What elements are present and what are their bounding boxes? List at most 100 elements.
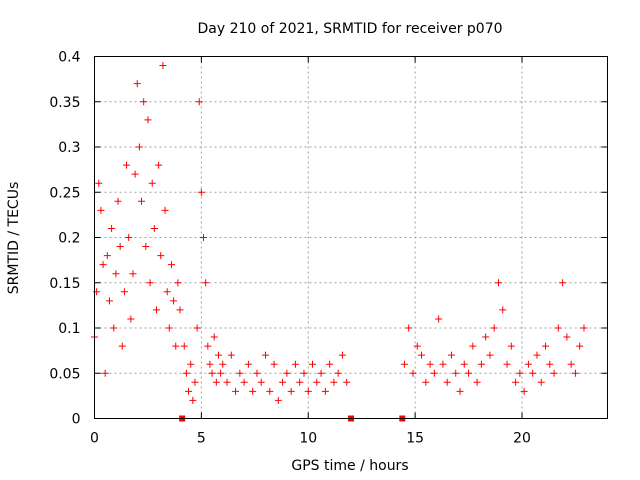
data-point [524,360,532,368]
chart-title: Day 210 of 2021, SRMTID for receiver p07… [197,21,502,37]
data-point [439,360,447,368]
data-point [426,360,434,368]
data-point [200,234,208,241]
data-point [559,279,567,287]
data-point [116,243,124,251]
data-point [413,342,421,350]
y-tick-label: 0.15 [49,276,80,292]
data-points [91,62,588,404]
data-point [456,387,464,395]
data-point [174,279,182,287]
data-point [202,279,210,287]
data-point [138,197,146,205]
data-point [120,288,128,296]
data-point [287,387,295,395]
data-point [343,378,351,386]
data-point [140,98,148,106]
y-tick-label: 0.25 [49,185,80,201]
y-tick-label: 0.2 [58,231,80,247]
data-point [223,378,231,386]
data-point [152,306,160,314]
data-point [262,351,269,359]
data-point [105,297,113,305]
data-point [110,324,118,332]
data-point [270,360,278,368]
data-point [180,342,188,350]
data-point [321,387,329,395]
data-point [240,378,248,386]
data-point [529,369,537,377]
data-point [477,360,485,368]
data-point [108,224,116,232]
data-point [499,306,507,314]
data-point [520,387,528,395]
data-point [313,378,321,386]
x-tick-label: 15 [406,431,424,447]
data-point [150,224,158,232]
data-point [155,161,163,169]
x-tick-label: 10 [299,431,317,447]
data-point [326,360,334,368]
data-point [170,297,178,305]
x-tick-labels: 0 5 10 15 20 [90,431,531,447]
data-point [304,387,312,395]
data-point [405,324,413,332]
data-point [447,351,455,359]
data-point [176,306,184,314]
data-point [123,161,131,169]
data-point [148,179,156,187]
data-point [227,351,235,359]
data-point [507,342,515,350]
data-point [95,179,103,187]
data-point [204,342,212,350]
data-point [157,252,165,260]
data-point [473,378,481,386]
data-point [253,369,261,377]
data-point [135,143,143,151]
data-point [133,80,141,88]
data-point [554,324,562,332]
x-tick-label: 5 [197,431,206,447]
data-point [114,197,122,205]
data-point [563,333,571,341]
data-point [465,369,473,377]
data-point [249,387,257,395]
data-point [219,360,227,368]
data-point [279,378,287,386]
data-point [512,378,520,386]
x-tick-label: 20 [513,431,531,447]
data-point [296,378,304,386]
data-point [236,369,244,377]
data-point [309,360,317,368]
data-point [167,261,175,269]
data-point [503,360,511,368]
x-tick-label: 0 [90,431,99,447]
data-point [542,342,550,350]
data-point [533,351,541,359]
data-point [103,252,111,260]
data-point [244,360,252,368]
data-point [112,270,120,278]
data-point [125,234,133,241]
data-point [400,360,408,368]
y-axis-label: SRMTID / TECUs [6,182,22,295]
data-point [118,342,126,350]
data-point [300,369,308,377]
data-point [409,369,417,377]
data-point [330,378,338,386]
data-point [580,324,588,332]
y-tick-label: 0.1 [58,321,80,337]
plot-frame [94,56,608,419]
data-point [232,387,240,395]
data-point [127,315,135,323]
data-point [422,378,430,386]
data-point [99,261,107,269]
data-point [338,351,346,359]
data-point [217,369,225,377]
data-point [546,360,554,368]
data-point [469,342,477,350]
data-point [576,342,584,350]
data-point [193,324,201,332]
y-tick-labels: 0 0.05 0.1 0.15 0.2 0.25 0.3 0.35 0.4 [49,50,80,428]
